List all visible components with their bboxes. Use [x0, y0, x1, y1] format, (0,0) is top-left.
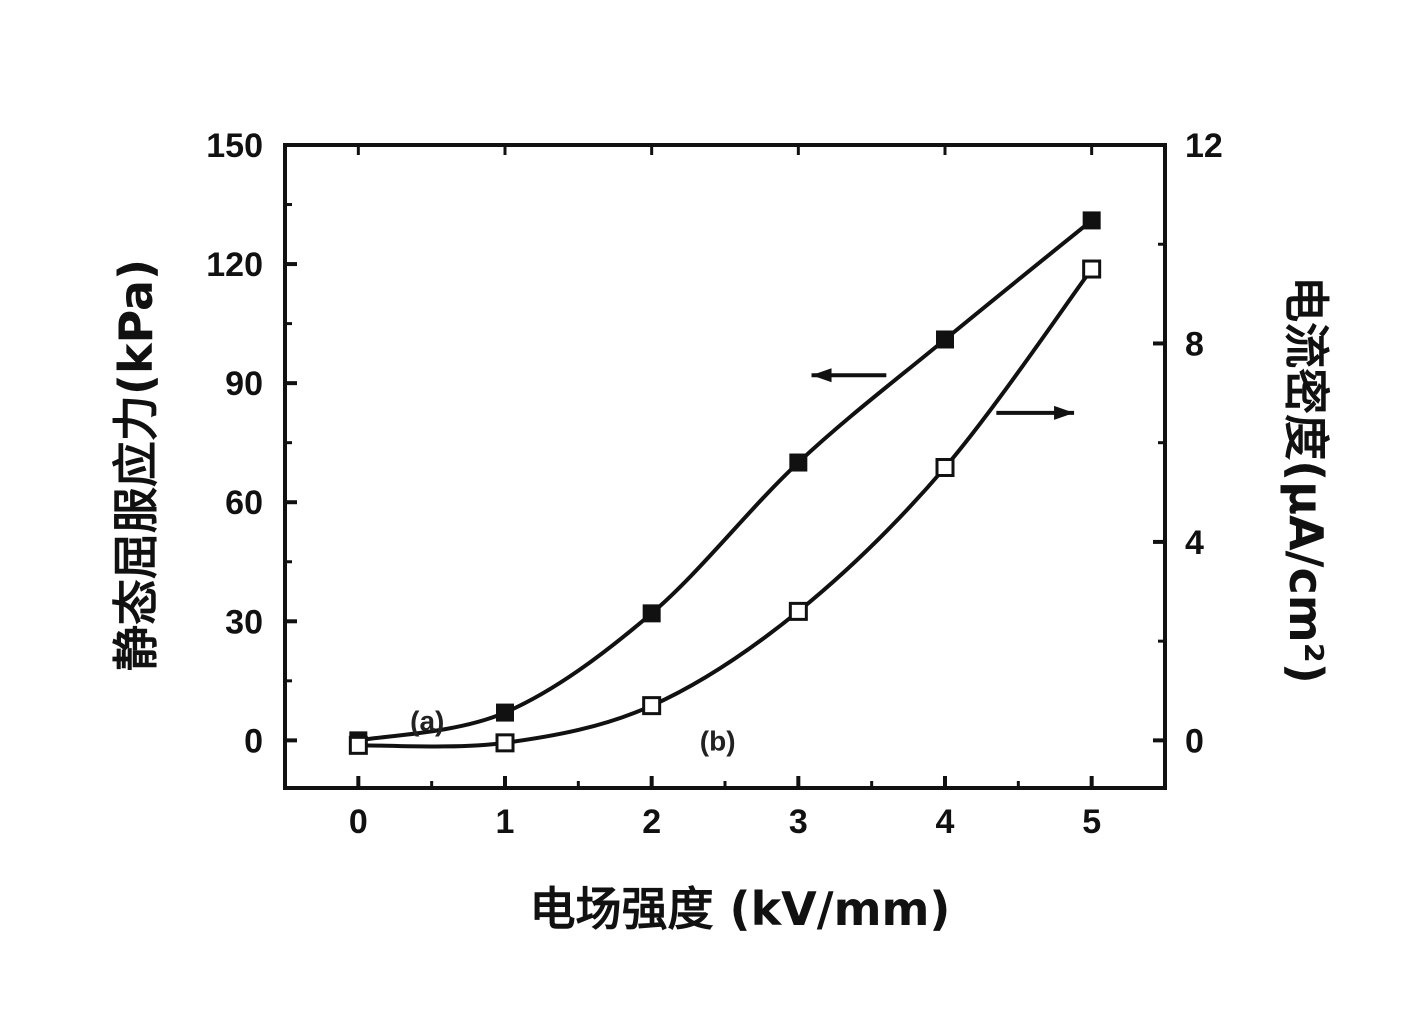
- x-tick-label-5: 5: [1082, 803, 1101, 841]
- data-point-a-4: [937, 331, 953, 347]
- data-point-b-0: [350, 737, 366, 753]
- series-group: [350, 212, 1099, 753]
- x-axis-title: 电场强度 (kV/mm): [530, 882, 951, 936]
- data-point-b-2: [644, 698, 660, 714]
- series-b-label: (b): [700, 725, 736, 756]
- y-left-tick-label-30: 30: [225, 603, 263, 641]
- data-point-b-3: [790, 603, 806, 619]
- x-tick-label-2: 2: [642, 803, 661, 841]
- x-tick-label-4: 4: [936, 803, 955, 841]
- series-line-b: [358, 269, 1091, 746]
- plot-frame: [285, 145, 1165, 788]
- y-right-tick-label-8: 8: [1185, 325, 1204, 363]
- data-point-a-2: [644, 605, 660, 621]
- arrow-left-series-head: [812, 368, 832, 382]
- data-point-b-1: [497, 735, 513, 751]
- y-left-tick-label-60: 60: [225, 484, 263, 522]
- y-axis-left-title: 静态屈服应力(kPa): [109, 259, 163, 671]
- y-axis-right-title: 电流密度(μA/cm²): [1279, 276, 1333, 684]
- series-a-label: (a): [410, 705, 444, 736]
- y-right-tick-label-0: 0: [1185, 722, 1204, 760]
- y-left-tick-label-90: 90: [225, 365, 263, 403]
- y-left-tick-label-0: 0: [244, 722, 263, 760]
- arrow-right-series-head: [1054, 406, 1074, 420]
- y-right-tick-label-12: 12: [1185, 127, 1223, 165]
- x-tick-label-1: 1: [496, 803, 515, 841]
- series-line-a: [358, 220, 1091, 740]
- data-point-b-4: [937, 459, 953, 475]
- data-point-b-5: [1084, 261, 1100, 277]
- y-left-tick-label-150: 150: [206, 127, 263, 165]
- data-point-a-1: [497, 705, 513, 721]
- x-tick-label-3: 3: [789, 803, 808, 841]
- data-point-a-3: [790, 455, 806, 471]
- data-point-a-5: [1084, 212, 1100, 228]
- annotations: (a) (b): [410, 368, 1074, 756]
- tick-marks: [285, 145, 1165, 788]
- y-left-tick-label-120: 120: [206, 246, 263, 284]
- x-tick-label-0: 0: [349, 803, 368, 841]
- y-right-tick-label-4: 4: [1185, 524, 1204, 562]
